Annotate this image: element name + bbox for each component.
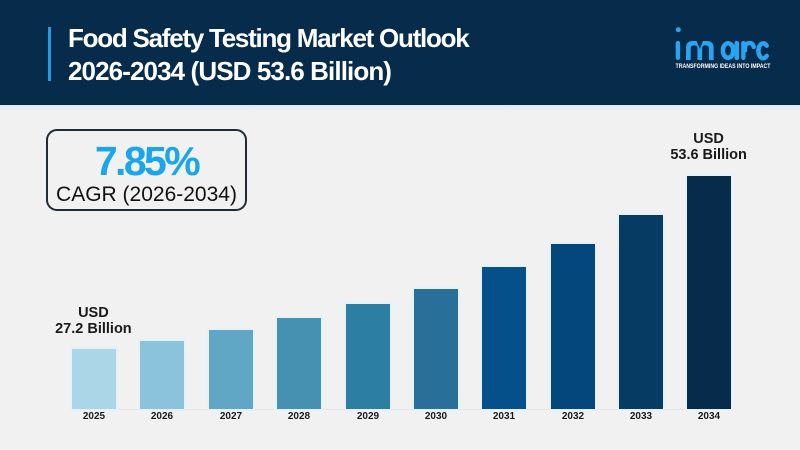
svg-text:TRANSFORMING IDEAS INTO IMPACT: TRANSFORMING IDEAS INTO IMPACT	[676, 63, 771, 70]
